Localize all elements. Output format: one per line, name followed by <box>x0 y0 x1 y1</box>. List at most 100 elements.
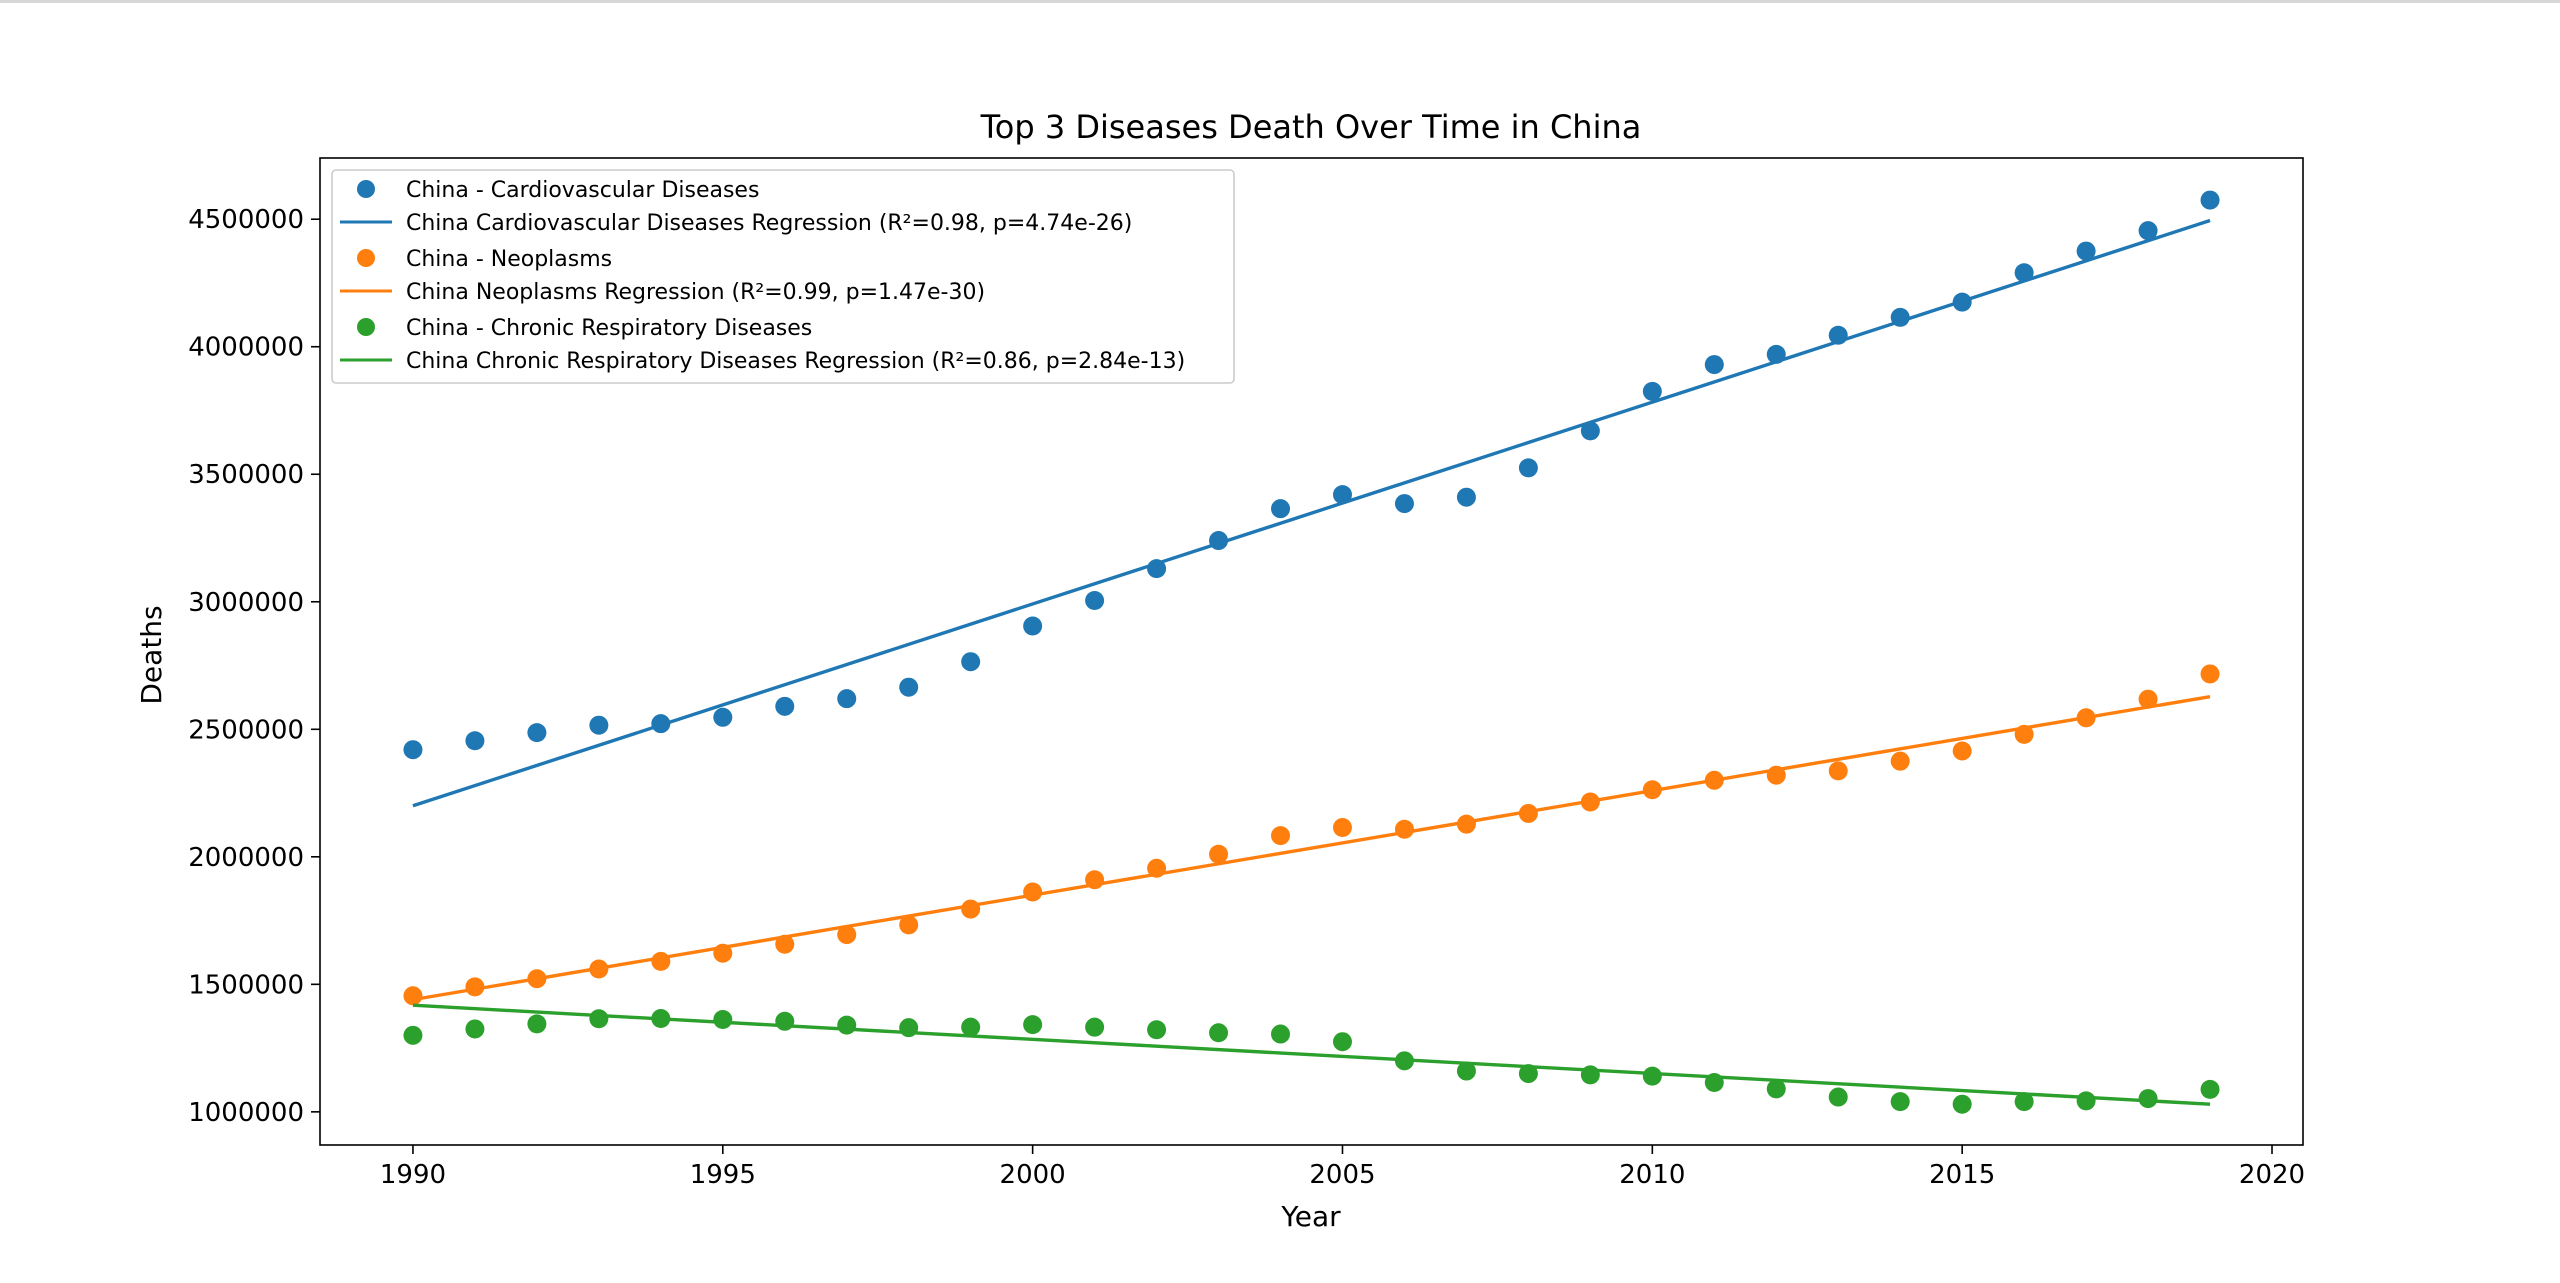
data-point-neo <box>961 899 981 919</box>
data-point-cardio <box>2076 241 2096 261</box>
data-point-cardio <box>1704 355 1724 375</box>
data-point-resp <box>2014 1092 2034 1112</box>
data-point-resp <box>775 1011 795 1031</box>
data-point-resp <box>1209 1023 1229 1043</box>
data-point-neo <box>1952 741 1972 761</box>
legend-label-cardio-regression: China Cardiovascular Diseases Regression… <box>406 211 1132 236</box>
legend-marker-cardio <box>357 180 375 198</box>
data-point-resp <box>713 1010 733 1030</box>
y-axis-label: Deaths <box>135 605 168 704</box>
data-point-neo <box>2138 689 2158 709</box>
series-neo <box>403 664 2220 1006</box>
data-point-neo <box>775 934 795 954</box>
data-point-neo <box>1394 819 1414 839</box>
x-tick-label: 1990 <box>380 1160 446 1190</box>
x-tick-label: 2020 <box>2239 1160 2305 1190</box>
x-tick-label: 1995 <box>690 1160 756 1190</box>
data-point-cardio <box>1085 590 1105 610</box>
data-point-cardio <box>2138 221 2158 241</box>
data-point-cardio <box>899 677 919 697</box>
data-point-cardio <box>775 696 795 716</box>
y-tick-label: 4500000 <box>188 205 304 235</box>
data-point-cardio <box>961 652 981 672</box>
regression-line-cardio <box>412 218 2211 808</box>
legend-marker-neoplasms <box>357 249 375 267</box>
y-tick-label: 3000000 <box>188 588 304 618</box>
data-point-cardio <box>1580 421 1600 441</box>
data-point-resp <box>1332 1032 1352 1052</box>
data-point-cardio <box>403 740 423 760</box>
legend-marker-respiratory <box>357 318 375 336</box>
data-point-resp <box>2200 1079 2220 1099</box>
regression-line-resp <box>412 1003 2211 1106</box>
y-tick-label: 2000000 <box>188 843 304 873</box>
y-tick-label: 1000000 <box>188 1098 304 1128</box>
legend-label-cardio: China - Cardiovascular Diseases <box>406 178 759 203</box>
data-point-neo <box>1518 803 1538 823</box>
data-point-resp <box>1952 1094 1972 1114</box>
series-cardio <box>403 190 2220 808</box>
data-point-cardio <box>589 715 609 735</box>
regression-line-neo <box>412 694 2211 1002</box>
data-point-cardio <box>713 707 733 727</box>
data-point-resp <box>1828 1087 1848 1107</box>
data-point-neo <box>403 986 423 1006</box>
y-tick-label: 2500000 <box>188 715 304 745</box>
x-tick-label: 2000 <box>1000 1160 1066 1190</box>
legend-label-respiratory-regression: China Chronic Respiratory Diseases Regre… <box>406 349 1185 374</box>
legend-label-neoplasms-regression: China Neoplasms Regression (R²=0.99, p=1… <box>406 280 985 305</box>
data-point-resp <box>1271 1024 1291 1044</box>
legend-label-neoplasms: China - Neoplasms <box>406 247 612 272</box>
data-point-neo <box>2200 664 2220 684</box>
data-point-neo <box>1023 882 1043 902</box>
data-point-neo <box>1332 817 1352 837</box>
data-point-cardio <box>2014 263 2034 283</box>
data-point-neo <box>1271 826 1291 846</box>
x-tick-label: 2010 <box>1619 1160 1685 1190</box>
x-tick-label: 2015 <box>1929 1160 1995 1190</box>
data-point-resp <box>1890 1092 1910 1112</box>
data-point-cardio <box>465 731 485 751</box>
data-point-resp <box>465 1019 485 1039</box>
plot-area <box>319 157 2304 1146</box>
data-point-resp <box>1766 1079 1786 1099</box>
data-point-neo <box>651 951 671 971</box>
data-point-cardio <box>1023 616 1043 636</box>
data-point-resp <box>1085 1017 1105 1037</box>
data-point-neo <box>1828 761 1848 781</box>
legend-label-respiratory: China - Chronic Respiratory Diseases <box>406 316 812 341</box>
legend: China - Cardiovascular Diseases China Ca… <box>331 169 1235 384</box>
data-point-resp <box>403 1025 423 1045</box>
data-point-resp <box>1518 1064 1538 1084</box>
data-point-cardio <box>527 723 547 743</box>
series-resp <box>403 1003 2220 1114</box>
y-tick-label: 3500000 <box>188 460 304 490</box>
data-point-cardio <box>2200 190 2220 210</box>
x-axis-label: Year <box>1280 1200 1341 1233</box>
x-tick-label: 2005 <box>1309 1160 1375 1190</box>
data-point-resp <box>527 1014 547 1034</box>
data-point-resp <box>2076 1091 2096 1111</box>
data-point-neo <box>837 925 857 945</box>
legend-box <box>331 169 1235 384</box>
x-axis-ticks: 1990 1995 2000 2005 2010 2015 2020 <box>380 1145 2305 1190</box>
chart-title: Top 3 Diseases Death Over Time in China <box>980 108 1642 146</box>
data-point-resp <box>1642 1066 1662 1086</box>
data-point-cardio <box>837 689 857 709</box>
data-point-resp <box>1456 1061 1476 1081</box>
plot-frame <box>319 157 2304 1146</box>
data-point-resp <box>1023 1015 1043 1035</box>
data-point-neo <box>1456 814 1476 834</box>
data-point-cardio <box>1518 458 1538 478</box>
data-point-cardio <box>1332 485 1352 505</box>
data-point-cardio <box>1271 499 1291 519</box>
data-point-resp <box>1147 1020 1167 1040</box>
y-tick-label: 4000000 <box>188 333 304 363</box>
y-tick-label: 1500000 <box>188 970 304 1000</box>
data-point-resp <box>837 1015 857 1035</box>
data-point-neo <box>1890 751 1910 771</box>
data-point-cardio <box>1394 494 1414 514</box>
data-point-neo <box>899 915 919 935</box>
data-point-resp <box>589 1009 609 1029</box>
